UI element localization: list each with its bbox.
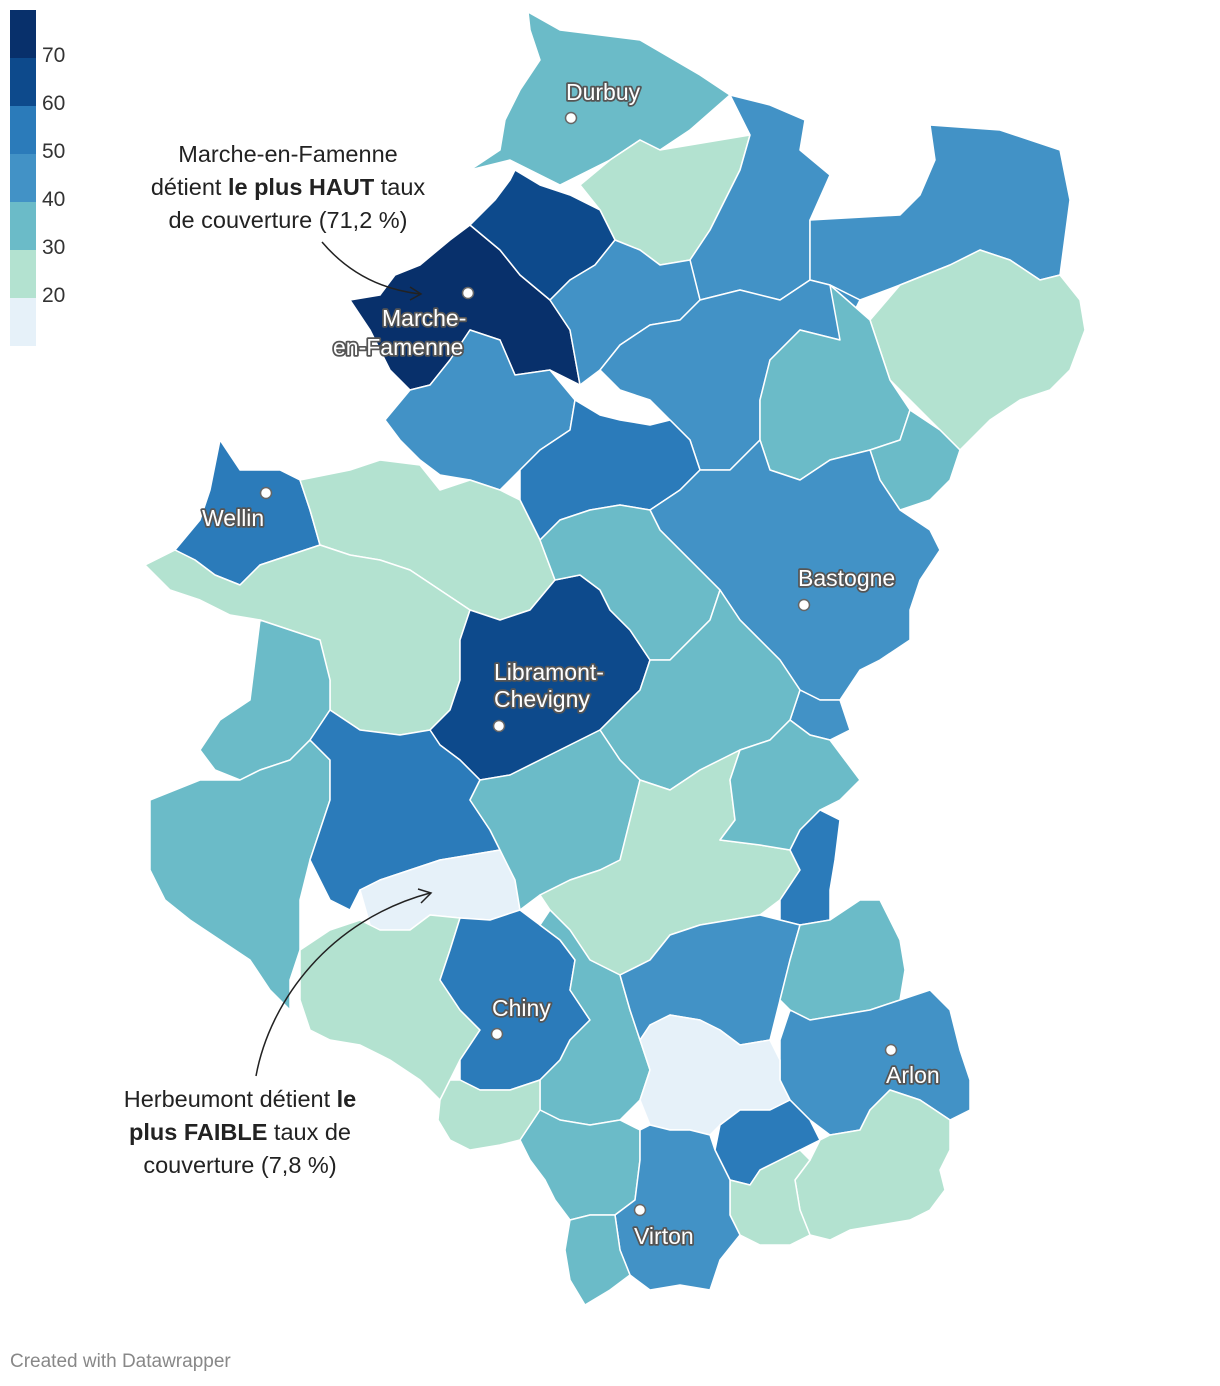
city-label-virton: Virton xyxy=(634,1223,694,1249)
datawrapper-credit: Created with Datawrapper xyxy=(10,1351,231,1372)
annotation-arrow-high xyxy=(321,241,421,295)
city-label-libramont-line2: Chevigny xyxy=(494,686,590,712)
legend-swatch-40 xyxy=(10,154,36,202)
city-label-wellin: Wellin xyxy=(202,505,264,531)
city-dot-arlon[interactable] xyxy=(884,1043,898,1057)
annotation-lowest-bold-1: le xyxy=(336,1086,357,1112)
annotation-highest: Marche-en-Famenne détient le plus HAUT t… xyxy=(118,138,458,237)
annotation-highest-line2: détient le plus HAUT taux xyxy=(150,174,426,200)
city-label-libramont-line1: Libramont- xyxy=(494,659,604,685)
legend-label-30: 30 xyxy=(42,236,66,259)
city-dot-chiny[interactable] xyxy=(490,1027,504,1041)
legend-label-40: 40 xyxy=(42,188,66,211)
city-label-chiny: Chiny xyxy=(492,995,551,1021)
legend-label-60: 60 xyxy=(42,92,66,115)
annotation-lowest-line1: Herbeumont détient le xyxy=(123,1086,357,1112)
region-bouillon[interactable] xyxy=(149,739,331,1011)
region-rouvroy-south[interactable] xyxy=(564,1214,631,1306)
legend-swatch-30 xyxy=(10,202,36,250)
annotation-lowest-bold-2: plus FAIBLE xyxy=(128,1119,268,1145)
legend-swatch-60 xyxy=(10,58,36,106)
legend-label-20: 20 xyxy=(42,284,66,307)
city-dot-marche[interactable] xyxy=(461,286,475,300)
city-dot-virton[interactable] xyxy=(633,1203,647,1217)
legend-swatch-70 xyxy=(10,10,36,58)
city-label-bastogne: Bastogne xyxy=(798,565,895,591)
annotation-lowest-line3: couverture (7,8 %) xyxy=(143,1152,337,1178)
annotation-lowest-line2: plus FAIBLE taux de xyxy=(128,1119,352,1145)
region-aubange[interactable] xyxy=(729,1149,811,1246)
city-label-arlon: Arlon xyxy=(886,1062,940,1088)
region-durbuy[interactable] xyxy=(469,11,731,186)
annotation-lowest: Herbeumont détient le plus FAIBLE taux d… xyxy=(80,1083,400,1182)
city-dot-wellin[interactable] xyxy=(259,486,273,500)
legend-swatch-50 xyxy=(10,106,36,154)
city-label-marche-line1: Marche- xyxy=(382,305,466,331)
annotation-highest-line3: de couverture (71,2 %) xyxy=(168,207,408,233)
city-dot-durbuy[interactable] xyxy=(564,111,578,125)
annotation-arrow-low xyxy=(255,892,431,1077)
annotation-arrowhead-low xyxy=(417,888,433,904)
annotation-highest-bold: le plus HAUT xyxy=(227,174,375,200)
legend-label-70: 70 xyxy=(42,44,66,67)
annotation-highest-line1: Marche-en-Famenne xyxy=(178,141,398,167)
city-dot-libramont[interactable] xyxy=(492,719,506,733)
legend-label-50: 50 xyxy=(42,140,66,163)
region-sainte-ode[interactable] xyxy=(869,409,961,511)
city-label-marche-line2: en-Famenne xyxy=(333,334,463,360)
legend-swatch-10 xyxy=(10,298,36,346)
city-label-durbuy: Durbuy xyxy=(566,79,641,105)
city-dot-bastogne[interactable] xyxy=(797,598,811,612)
annotation-arrowhead-high xyxy=(409,286,423,301)
region-fauvillers[interactable] xyxy=(719,719,861,851)
region-florenville-south[interactable] xyxy=(437,1079,541,1151)
legend-swatch-20 xyxy=(10,250,36,298)
